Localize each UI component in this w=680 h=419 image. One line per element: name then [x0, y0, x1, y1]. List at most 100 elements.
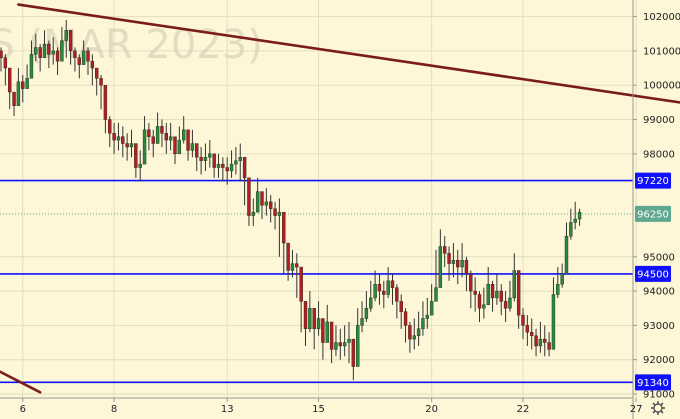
y-tick-label: 93000: [643, 321, 675, 332]
candle-body: [416, 328, 421, 336]
candle-body: [81, 50, 86, 65]
candle-body: [460, 259, 464, 268]
candle-body: [25, 78, 29, 89]
candle-body: [534, 335, 538, 347]
candle-body: [495, 290, 499, 299]
candle-body: [216, 163, 221, 168]
candle-body: [377, 284, 382, 292]
y-tick-label: 102000: [643, 12, 680, 23]
candle-body: [55, 50, 60, 62]
candle-body: [47, 43, 51, 55]
x-tick-label: 15: [312, 404, 325, 415]
candle-body: [134, 143, 138, 168]
y-tick-label: 95000: [643, 252, 675, 263]
candle-body: [321, 318, 325, 343]
candle-body: [151, 136, 155, 144]
candle-body: [390, 280, 395, 288]
candle-body: [155, 126, 160, 144]
trendline: [0, 370, 42, 394]
candle-body: [286, 242, 290, 271]
candle-body: [225, 167, 229, 172]
candle-body: [438, 246, 443, 288]
candle-body: [412, 335, 416, 340]
y-tick-label: 92000: [643, 355, 675, 366]
y-tick-label: 100000: [643, 81, 680, 92]
level-badge-label: 94500: [637, 269, 669, 280]
candle-body: [121, 136, 125, 144]
candle-body: [177, 139, 182, 155]
candle-body: [386, 280, 390, 295]
candle-body: [556, 284, 560, 295]
candle-body: [508, 297, 512, 309]
candle-body: [503, 301, 508, 309]
candle-body: [29, 54, 34, 79]
candle-body: [312, 308, 316, 330]
candle-body: [577, 211, 582, 220]
candle-body: [229, 163, 234, 172]
candle-body: [12, 91, 16, 106]
candle-body: [456, 259, 460, 268]
candle-body: [295, 263, 299, 268]
candle-body: [21, 81, 25, 89]
candle-body: [38, 47, 42, 58]
candle-body: [129, 143, 134, 148]
candle-body: [103, 84, 108, 120]
candle-body: [290, 263, 295, 271]
level-badge-label: 91340: [637, 378, 669, 389]
candle-body: [512, 270, 516, 299]
candle-body: [399, 301, 403, 312]
candle-body: [421, 318, 425, 330]
candle-body: [116, 136, 121, 141]
axis-labels: 102000 101000 100000 99000 98000 95000 94000 93…: [20, 12, 680, 415]
candle-body: [543, 338, 547, 343]
candle-body: [112, 133, 116, 141]
candle-body: [0, 50, 3, 58]
candle-body: [477, 294, 482, 309]
candle-body: [347, 338, 351, 343]
candle-body: [425, 314, 429, 319]
candle-body: [251, 211, 256, 216]
candle-body: [551, 294, 556, 350]
candle-body: [356, 325, 360, 367]
candle-body: [490, 284, 495, 299]
candle-body: [364, 308, 369, 319]
candle-body: [369, 297, 373, 309]
candle-body: [247, 177, 251, 216]
candle-body: [238, 157, 242, 161]
candle-body: [538, 338, 543, 347]
candle-body: [208, 153, 212, 158]
candle-body: [173, 136, 177, 155]
candle-body: [564, 235, 569, 275]
candle-body: [34, 47, 38, 55]
candle-body: [451, 259, 456, 264]
horizontal-levels: [0, 179, 633, 384]
candle-body: [60, 40, 64, 62]
candle-body: [516, 270, 521, 316]
candle-body: [469, 273, 473, 292]
x-tick-label: 20: [425, 404, 438, 415]
candle-body: [303, 301, 308, 330]
gear-icon[interactable]: [651, 401, 665, 415]
candle-body: [395, 287, 399, 302]
trendline: [17, 3, 680, 104]
candle-body: [547, 342, 551, 350]
candle-body: [530, 332, 534, 336]
candle-body: [86, 50, 90, 62]
candle-body: [482, 304, 486, 309]
candle-body: [260, 191, 264, 206]
candle-body: [186, 129, 190, 151]
axes: [0, 0, 634, 419]
y-tick-label: 91000: [643, 390, 675, 401]
candle-body: [573, 218, 577, 223]
candle-body: [212, 153, 216, 168]
candles: [0, 20, 582, 381]
candle-body: [42, 43, 47, 58]
candle-body: [342, 342, 347, 347]
chart-watermark: RTS (MAR 2023): [0, 22, 263, 68]
candle-body: [242, 157, 247, 179]
y-tick-label: 101000: [643, 46, 680, 57]
candle-body: [464, 259, 469, 275]
candle-body: [334, 342, 338, 350]
